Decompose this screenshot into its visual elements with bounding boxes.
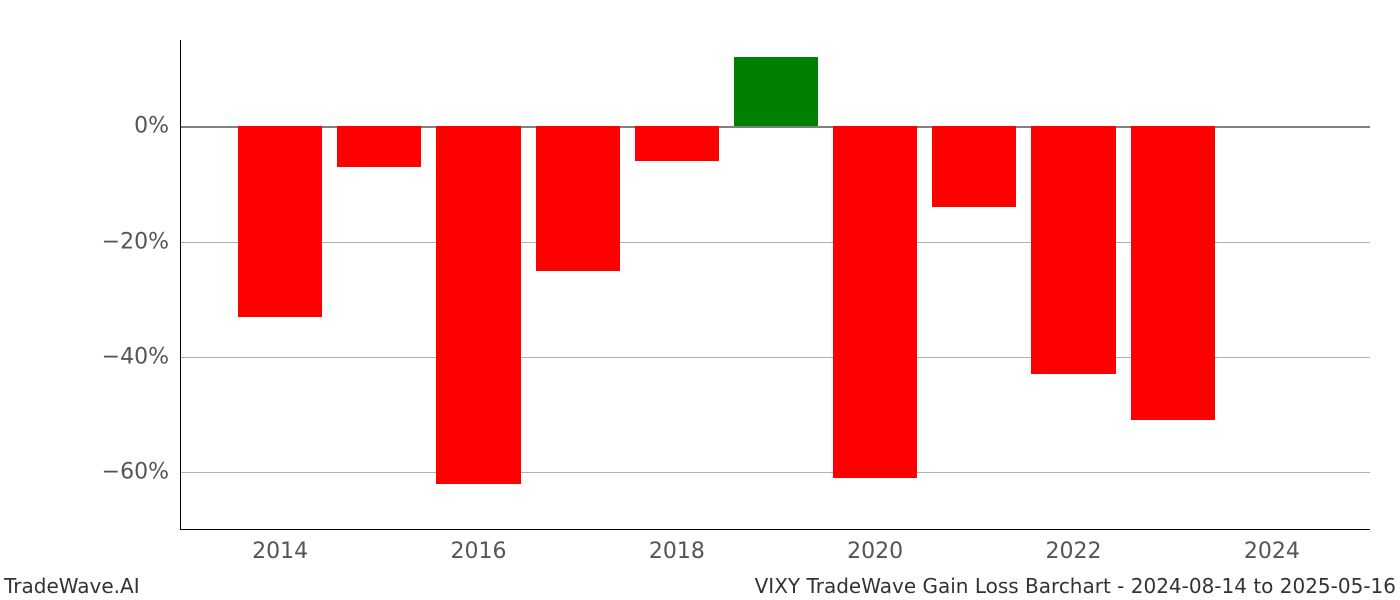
x-tick-label: 2014 (252, 529, 308, 564)
footer-left-brand: TradeWave.AI (4, 574, 140, 598)
gridline (181, 472, 1370, 473)
bar (1031, 126, 1115, 374)
y-tick-label: 0% (134, 114, 181, 139)
y-tick-label: −60% (102, 460, 181, 485)
bar (635, 126, 719, 161)
plot-area: 0%−20%−40%−60%201420162018202020222024 (180, 40, 1370, 530)
chart-figure: 0%−20%−40%−60%201420162018202020222024 T… (0, 0, 1400, 600)
y-tick-label: −20% (102, 229, 181, 254)
bar (436, 126, 520, 483)
x-tick-label: 2018 (649, 529, 705, 564)
x-tick-label: 2016 (451, 529, 507, 564)
bar (932, 126, 1016, 207)
x-tick-label: 2020 (847, 529, 903, 564)
bar (833, 126, 917, 478)
bar (337, 126, 421, 166)
y-tick-label: −40% (102, 345, 181, 370)
footer-right-caption: VIXY TradeWave Gain Loss Barchart - 2024… (755, 574, 1396, 598)
x-tick-label: 2022 (1046, 529, 1102, 564)
bar (1131, 126, 1215, 420)
x-tick-label: 2024 (1244, 529, 1300, 564)
bar (734, 57, 818, 126)
bar (536, 126, 620, 270)
bar (238, 126, 322, 316)
